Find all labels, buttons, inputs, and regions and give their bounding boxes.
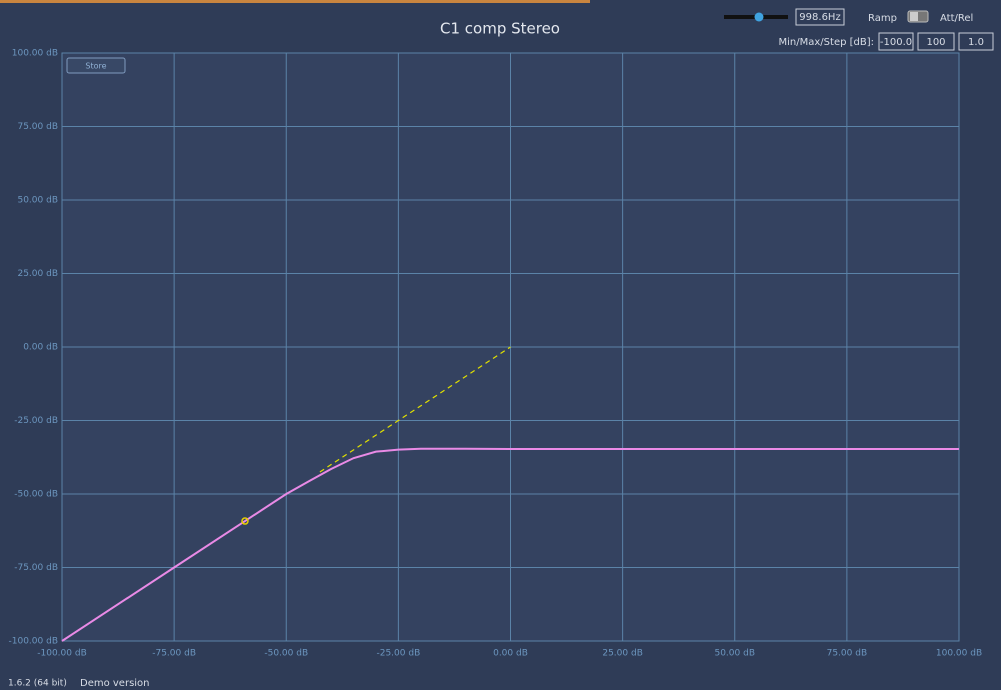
series-line: [319, 346, 511, 473]
x-tick-label: -75.00 dB: [152, 649, 196, 659]
x-tick-label: 100.00 dB: [936, 649, 982, 659]
att-rel-label: Att/Rel: [940, 13, 973, 24]
step-value: 1.0: [968, 37, 984, 48]
max-box[interactable]: [917, 32, 955, 51]
series-line: [61, 447, 959, 642]
store-label: Store: [85, 62, 106, 71]
chart-title: C1 comp Stereo: [440, 20, 560, 38]
min-box[interactable]: [878, 32, 914, 51]
frequency-value: 998.6Hz: [799, 12, 840, 23]
y-tick-label: 25.00 dB: [17, 269, 58, 279]
max-value: 100: [926, 37, 945, 48]
y-tick-label: 75.00 dB: [17, 122, 58, 132]
x-tick-label: -100.00 dB: [37, 649, 87, 659]
y-tick-label: 100.00 dB: [12, 49, 58, 59]
x-tick-label: 25.00 dB: [602, 649, 643, 659]
y-tick-label: -25.00 dB: [14, 416, 58, 426]
x-tick-label: -50.00 dB: [264, 649, 308, 659]
toggle-thumb: [910, 12, 918, 21]
min-value: -100.0: [880, 37, 912, 48]
frequency-box[interactable]: [795, 8, 845, 26]
x-tick-label: -25.00 dB: [376, 649, 420, 659]
slider-knob[interactable]: [754, 12, 764, 22]
y-tick-label: -75.00 dB: [14, 563, 58, 573]
x-tick-label: 50.00 dB: [714, 649, 755, 659]
y-tick-label: -100.00 dB: [9, 637, 59, 647]
x-tick-label: 0.00 dB: [493, 649, 528, 659]
version: 1.6.2 (64 bit): [8, 679, 67, 689]
step-box[interactable]: [958, 32, 994, 51]
store-button[interactable]: [66, 57, 126, 74]
ramp-label: Ramp: [868, 13, 897, 24]
x-tick-label: 75.00 dB: [827, 649, 868, 659]
tab-strip: [0, 0, 590, 3]
demo-label: Demo version: [80, 678, 150, 689]
y-tick-label: -50.00 dB: [14, 490, 58, 500]
minmax-label: Min/Max/Step [dB]:: [779, 37, 874, 48]
marker: [241, 517, 249, 525]
y-tick-label: 0.00 dB: [23, 343, 58, 353]
y-tick-label: 50.00 dB: [17, 196, 58, 206]
